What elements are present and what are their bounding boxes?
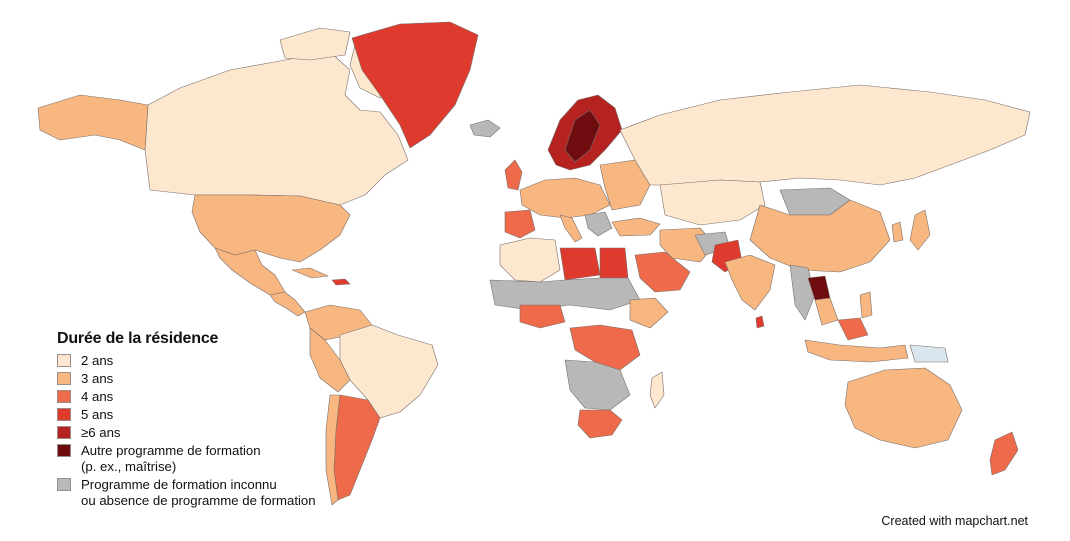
legend-label: 2 ans [81,353,114,368]
region-central-america[interactable] [269,291,306,317]
region-cuba[interactable] [291,267,329,279]
region-peru-bolivia[interactable] [309,327,351,393]
region-egypt[interactable] [599,247,629,279]
legend-swatch [57,478,71,491]
legend-label: ≥6 ans [81,425,121,440]
region-usa[interactable] [191,194,351,263]
region-indonesia[interactable] [804,339,909,363]
region-sri-lanka[interactable] [755,315,765,329]
legend-item: Autre programme de formation (p. ex., ma… [57,443,377,475]
region-turkey[interactable] [611,217,661,237]
region-iceland[interactable] [469,119,501,138]
region-iberia[interactable] [504,209,536,239]
region-arctic-islands [279,27,351,61]
region-south-africa[interactable] [577,409,623,439]
credit-text: Created with mapchart.net [881,514,1028,528]
region-southern-central-africa[interactable] [564,359,631,411]
region-western-europe[interactable] [519,177,611,219]
legend-item: Programme de formation inconnu ou absenc… [57,477,377,509]
legend-label: Programme de formation inconnu ou absenc… [81,477,316,508]
region-sahel[interactable] [489,277,641,311]
region-libya[interactable] [559,247,601,281]
legend-item: 4 ans [57,389,377,405]
region-india[interactable] [724,254,776,311]
legend-label: 5 ans [81,407,114,422]
region-west-africa[interactable] [519,304,566,329]
region-north-africa-west[interactable] [499,237,561,283]
region-ethiopia[interactable] [629,297,669,329]
map-legend: Durée de la résidence 2 ans 3 ans 4 ans 5 a… [57,330,377,511]
region-arabia[interactable] [634,251,691,293]
region-china[interactable] [749,199,891,273]
legend-swatch [57,426,71,439]
region-new-zealand[interactable] [989,431,1019,476]
legend-label: Autre programme de formation (p. ex., ma… [81,443,261,474]
legend-swatch [57,408,71,421]
region-malaysia-borneo[interactable] [837,317,869,341]
region-japan[interactable] [909,209,931,251]
legend-label: 4 ans [81,389,114,404]
region-myanmar-thailand[interactable] [789,264,816,321]
region-russia[interactable] [619,84,1031,186]
region-italy[interactable] [559,214,583,243]
region-papua[interactable] [909,344,949,363]
region-sweden-norway-inner[interactable] [564,109,601,163]
legend-item: 2 ans [57,353,377,369]
region-alaska[interactable] [37,94,149,151]
legend-items: 2 ans 3 ans 4 ans 5 ans ≥6 ans Autre programm… [57,353,377,509]
region-kazakhstan[interactable] [659,179,766,226]
legend-item: 5 ans [57,407,377,423]
legend-label: 3 ans [81,371,114,386]
region-uk[interactable] [504,159,523,191]
legend-title: Durée de la résidence [57,330,219,347]
legend-swatch [57,372,71,385]
legend-item: ≥6 ans [57,425,377,441]
region-philippines[interactable] [859,291,873,319]
region-central-africa[interactable] [569,324,641,371]
legend-item: 3 ans [57,371,377,387]
region-chile[interactable] [325,394,341,506]
region-vietnam-cambodia[interactable] [814,297,839,326]
region-balkans[interactable] [584,211,613,237]
region-greenland[interactable] [351,21,479,149]
region-korea[interactable] [891,221,904,243]
legend-swatch [57,354,71,367]
legend-swatch [57,444,71,457]
legend-swatch [57,390,71,403]
region-hispaniola[interactable] [331,278,351,286]
region-madagascar[interactable] [649,371,665,409]
region-australia[interactable] [844,367,963,449]
